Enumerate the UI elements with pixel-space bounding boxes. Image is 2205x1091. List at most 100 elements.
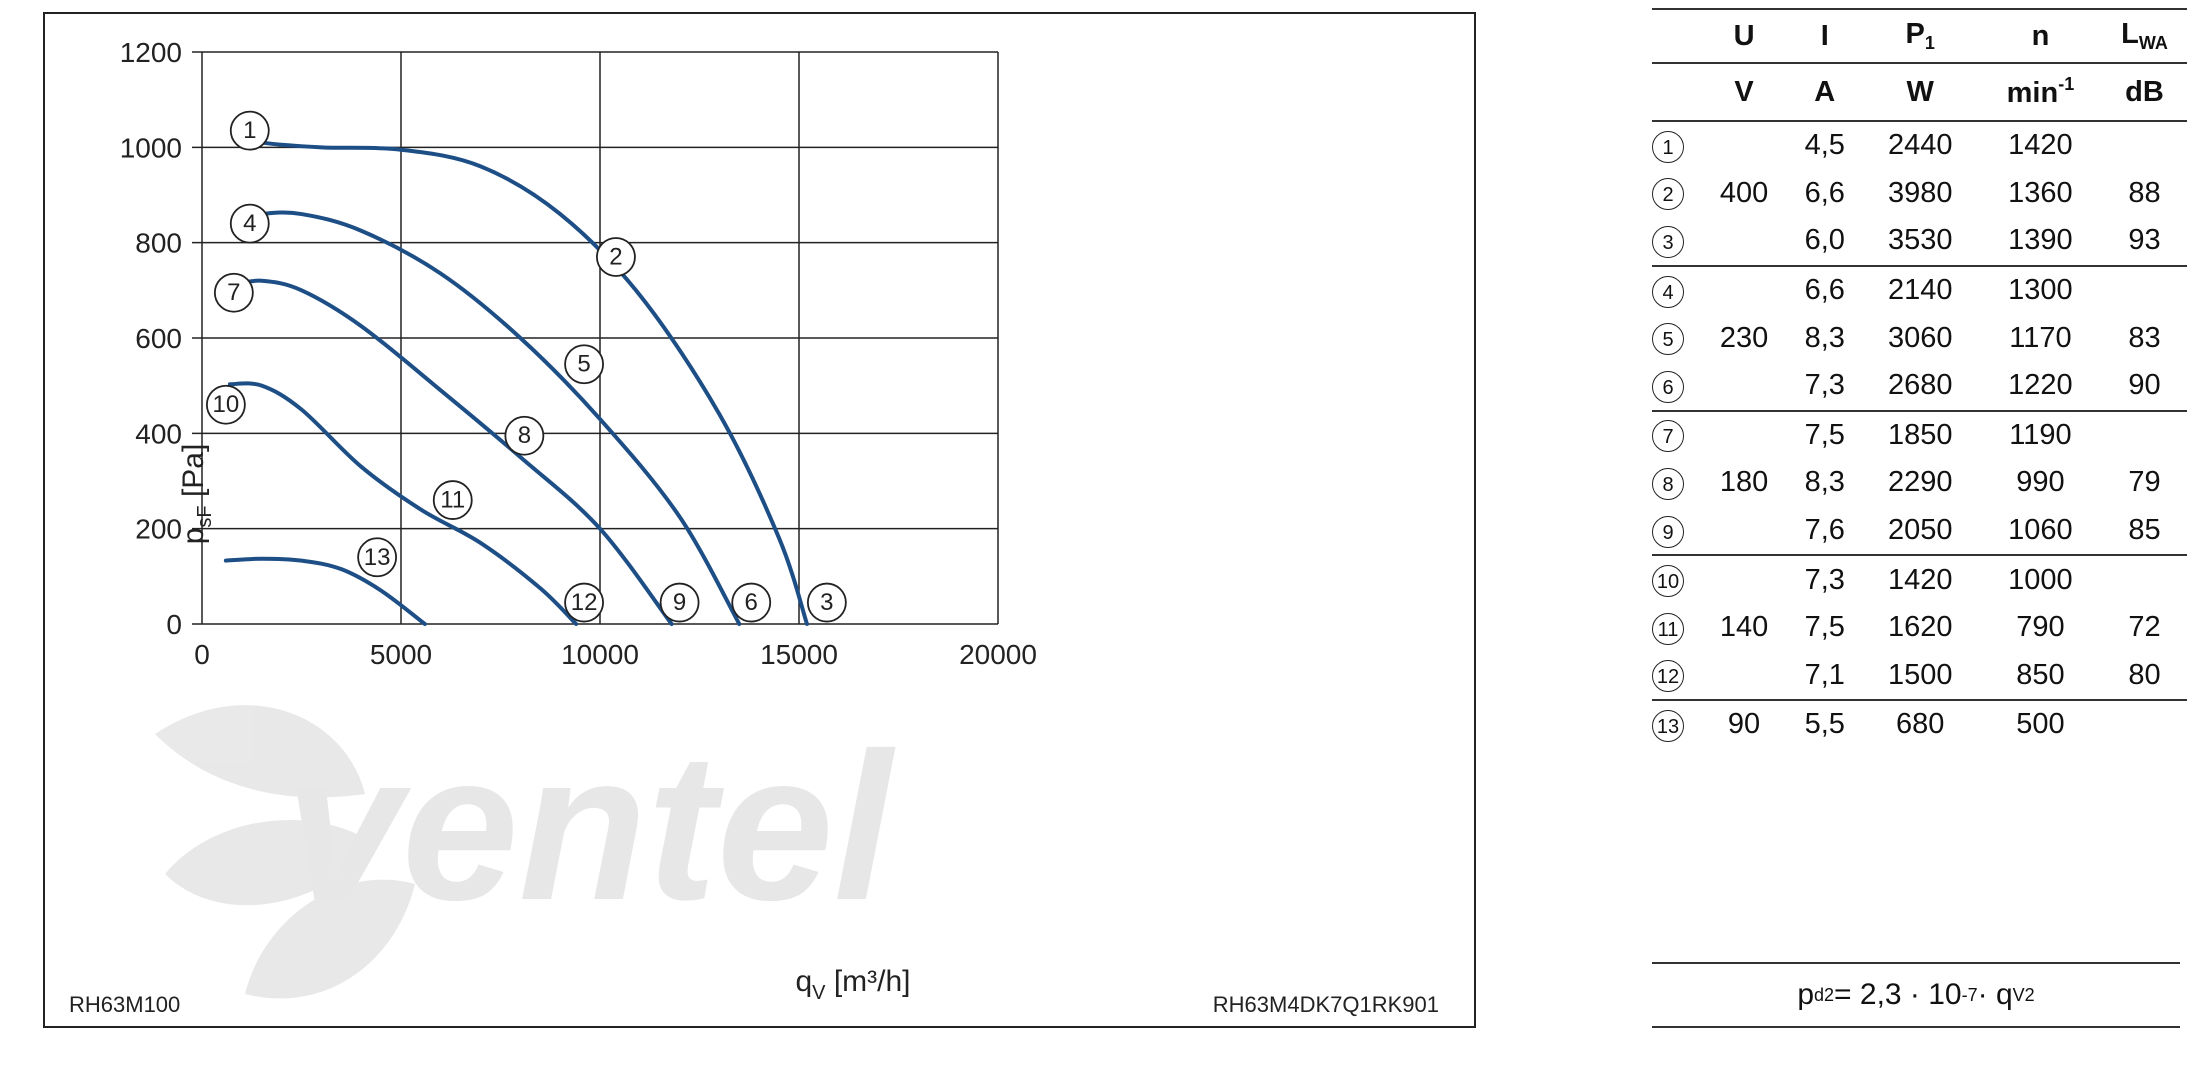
cell-U	[1700, 121, 1788, 170]
marker-circle	[229, 110, 270, 151]
row-index-marker: 5	[1652, 323, 1684, 356]
marker-label: 9	[673, 589, 686, 616]
y-tick-label: 1000	[120, 132, 182, 163]
cell-L	[2102, 555, 2187, 604]
column-header-subscript: 1	[1924, 33, 1935, 53]
column-header: U	[1700, 8, 1789, 64]
curve-marker-2: 2	[596, 237, 636, 277]
header-empty	[1652, 8, 1700, 64]
table-row: 3 6,0 3530 1390 93	[1652, 217, 2187, 267]
grid	[192, 51, 999, 625]
table-row: 5 230 8,3 3060 1170 83	[1652, 314, 2187, 362]
cell-I: 8,3	[1804, 321, 1845, 354]
marker-label: 2	[609, 243, 622, 270]
curves	[223, 133, 809, 626]
column-unit: A	[1788, 63, 1862, 122]
watermark-fan-blade	[165, 820, 375, 906]
cell-U: 180	[1719, 466, 1769, 499]
cell-I: 7,6	[1788, 506, 1862, 557]
curve-6	[231, 210, 742, 626]
column-header-subscript: WA	[2138, 33, 2168, 53]
cell-n: 1390	[1978, 217, 2102, 267]
marker-label: 5	[577, 351, 590, 378]
cell-U	[1700, 361, 1789, 412]
cell-I: 7,1	[1788, 651, 1862, 702]
cell-P: 3530	[1861, 217, 1979, 267]
row-index-marker: 1	[1652, 130, 1684, 163]
table-row: 10 7,3 1420 1000	[1652, 555, 2187, 604]
formula-eq: = 2,3 · 10	[1834, 978, 1962, 1011]
cell-U	[1700, 555, 1788, 604]
watermark-fan-blade	[155, 705, 365, 798]
table-body: 1 4,5 2440 1420 2 400 6,6 3980 1360 88 3 6,0 3530 139…	[1652, 121, 2187, 749]
formula-q-sup: 2	[2024, 984, 2035, 1005]
curve-marker-6: 6	[731, 582, 772, 623]
curve-marker-11: 11	[432, 480, 473, 520]
column-unit: min-1	[1978, 63, 2102, 122]
row-index: 13	[1652, 700, 1700, 749]
column-unit-superscript: -1	[2058, 74, 2075, 94]
column-header: P1	[1861, 8, 1979, 64]
watermark-fan-blade	[245, 879, 415, 999]
marker-label: 11	[440, 487, 465, 514]
row-index: 10	[1652, 555, 1700, 604]
cell-P: 680	[1896, 708, 1945, 741]
y-axis-title: psF [Pa]	[177, 444, 216, 545]
formula-mult: · q	[1977, 978, 2013, 1011]
marker-circle	[205, 384, 246, 425]
cell-L: 72	[2128, 611, 2161, 644]
y-tick-label: 200	[135, 514, 182, 545]
row-index-marker: 6	[1652, 370, 1684, 403]
table-row: 2 400 6,6 3980 1360 88	[1652, 170, 2187, 218]
cell-L	[2102, 411, 2187, 460]
curve-2	[231, 133, 809, 626]
curve-marker-8: 8	[504, 415, 545, 456]
cell-U	[1700, 651, 1789, 702]
cell-L	[2102, 121, 2187, 170]
marker-label: 6	[745, 589, 758, 616]
cell-n: 1420	[2008, 129, 2073, 162]
tick-labels: 0 5000 10000 15000 20000 0 200 400 600 800 1000 120…	[120, 37, 1037, 670]
x-axis-symbol: q	[795, 965, 812, 998]
cell-I: 5,5	[1804, 708, 1845, 741]
cell-L	[2102, 700, 2187, 749]
cell-L: 88	[2128, 176, 2161, 209]
row-index: 9	[1652, 506, 1700, 557]
curve-marker-10: 10	[205, 384, 246, 425]
cell-P: 2290	[1887, 466, 1953, 499]
marker-circle	[213, 272, 254, 313]
cell-L: 93	[2101, 217, 2187, 267]
x-axis-subscript: V	[812, 982, 826, 1004]
marker-circle	[659, 582, 700, 623]
table-row: 4 6,6 2140 1300	[1652, 266, 2187, 315]
table-row: 1 4,5 2440 1420	[1652, 121, 2187, 170]
formula-exp: -7	[1961, 984, 1978, 1005]
cell-P: 1420	[1887, 563, 1953, 596]
cell-I: 7,5	[1804, 611, 1845, 644]
row-index: 7	[1652, 411, 1700, 460]
cell-n: 850	[1978, 651, 2102, 702]
column-header: I	[1788, 8, 1862, 64]
cell-L: 79	[2128, 466, 2161, 499]
row-index: 11	[1652, 604, 1700, 652]
cell-P: 1500	[1861, 651, 1979, 702]
row-index: 6	[1652, 361, 1700, 412]
x-axis-unit: [m³/h]	[826, 965, 911, 998]
x-tick-label: 10000	[561, 639, 639, 670]
row-index: 3	[1652, 217, 1700, 267]
curve-9	[231, 278, 674, 626]
formula-q-sub: V	[2012, 984, 2025, 1005]
marker-label: 12	[571, 589, 598, 616]
row-index-marker: 13	[1652, 709, 1684, 742]
row-index-marker: 7	[1652, 420, 1684, 453]
cell-P: 3060	[1887, 321, 1953, 354]
table-row: 7 7,5 1850 1190	[1652, 411, 2187, 460]
curve-marker-5: 5	[564, 344, 604, 385]
curve-marker-4: 4	[229, 203, 270, 244]
marker-label: 3	[820, 589, 833, 616]
cell-n: 500	[2016, 708, 2065, 741]
marker-label: 1	[243, 117, 256, 144]
